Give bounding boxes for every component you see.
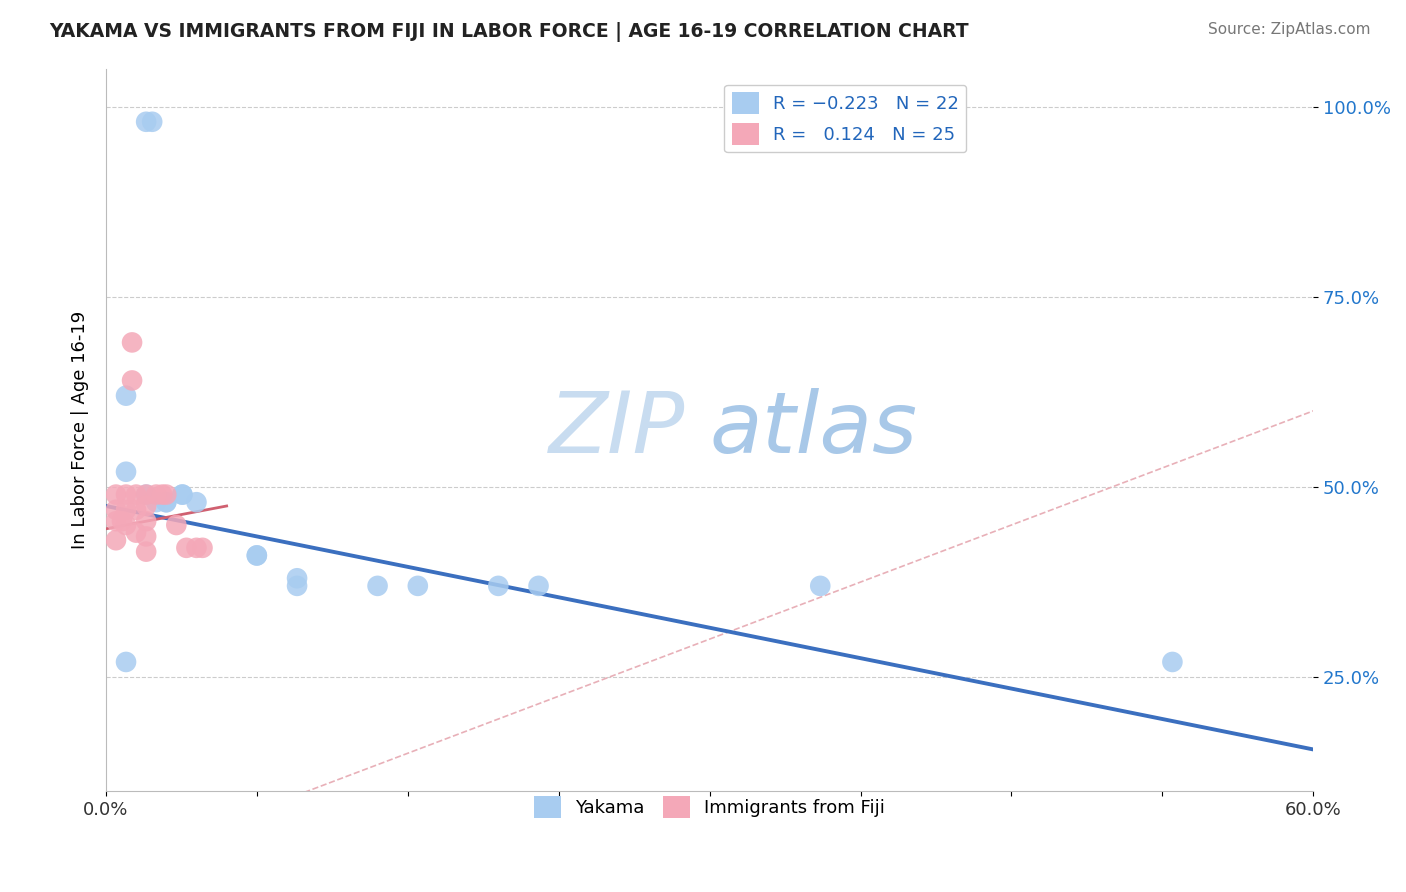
Point (104, 487, 127, 501)
Text: ZIP: ZIP (550, 388, 686, 471)
Point (486, 579, 509, 593)
Point (135, 115, 157, 129)
Point (104, 514, 127, 528)
Point (115, 518, 138, 533)
Point (111, 514, 134, 528)
Point (115, 655, 138, 669)
Point (246, 549, 269, 563)
Point (186, 495, 208, 509)
Point (165, 518, 187, 533)
Point (155, 495, 177, 509)
Point (135, 487, 157, 501)
Text: YAKAMA VS IMMIGRANTS FROM FIJI IN LABOR FORCE | AGE 16-19 CORRELATION CHART: YAKAMA VS IMMIGRANTS FROM FIJI IN LABOR … (49, 22, 969, 42)
Point (125, 487, 148, 501)
Text: Source: ZipAtlas.com: Source: ZipAtlas.com (1208, 22, 1371, 37)
Point (115, 503, 138, 517)
Point (121, 335, 143, 350)
Point (367, 579, 389, 593)
Point (172, 487, 194, 501)
Y-axis label: In Labor Force | Age 16-19: In Labor Force | Age 16-19 (72, 310, 89, 549)
Point (141, 115, 163, 129)
Point (135, 487, 157, 501)
Point (172, 487, 194, 501)
Point (145, 487, 167, 501)
Point (121, 374, 143, 388)
Point (285, 579, 308, 593)
Point (527, 579, 550, 593)
Point (145, 495, 167, 509)
Point (115, 487, 138, 501)
Point (125, 525, 148, 540)
Point (135, 544, 157, 558)
Point (246, 549, 269, 563)
Point (176, 541, 198, 555)
Point (186, 541, 208, 555)
Text: atlas: atlas (710, 388, 918, 471)
Point (285, 571, 308, 585)
Point (115, 465, 138, 479)
Point (155, 487, 177, 501)
Legend: Yakama, Immigrants from Fiji: Yakama, Immigrants from Fiji (527, 789, 893, 826)
Point (406, 579, 429, 593)
Point (1161, 655, 1184, 669)
Point (135, 529, 157, 543)
Point (125, 503, 148, 517)
Point (135, 499, 157, 513)
Point (104, 533, 127, 548)
Point (115, 389, 138, 403)
Point (155, 495, 177, 509)
Point (104, 503, 127, 517)
Point (191, 541, 214, 555)
Point (135, 514, 157, 528)
Point (808, 579, 831, 593)
Point (150, 487, 173, 501)
